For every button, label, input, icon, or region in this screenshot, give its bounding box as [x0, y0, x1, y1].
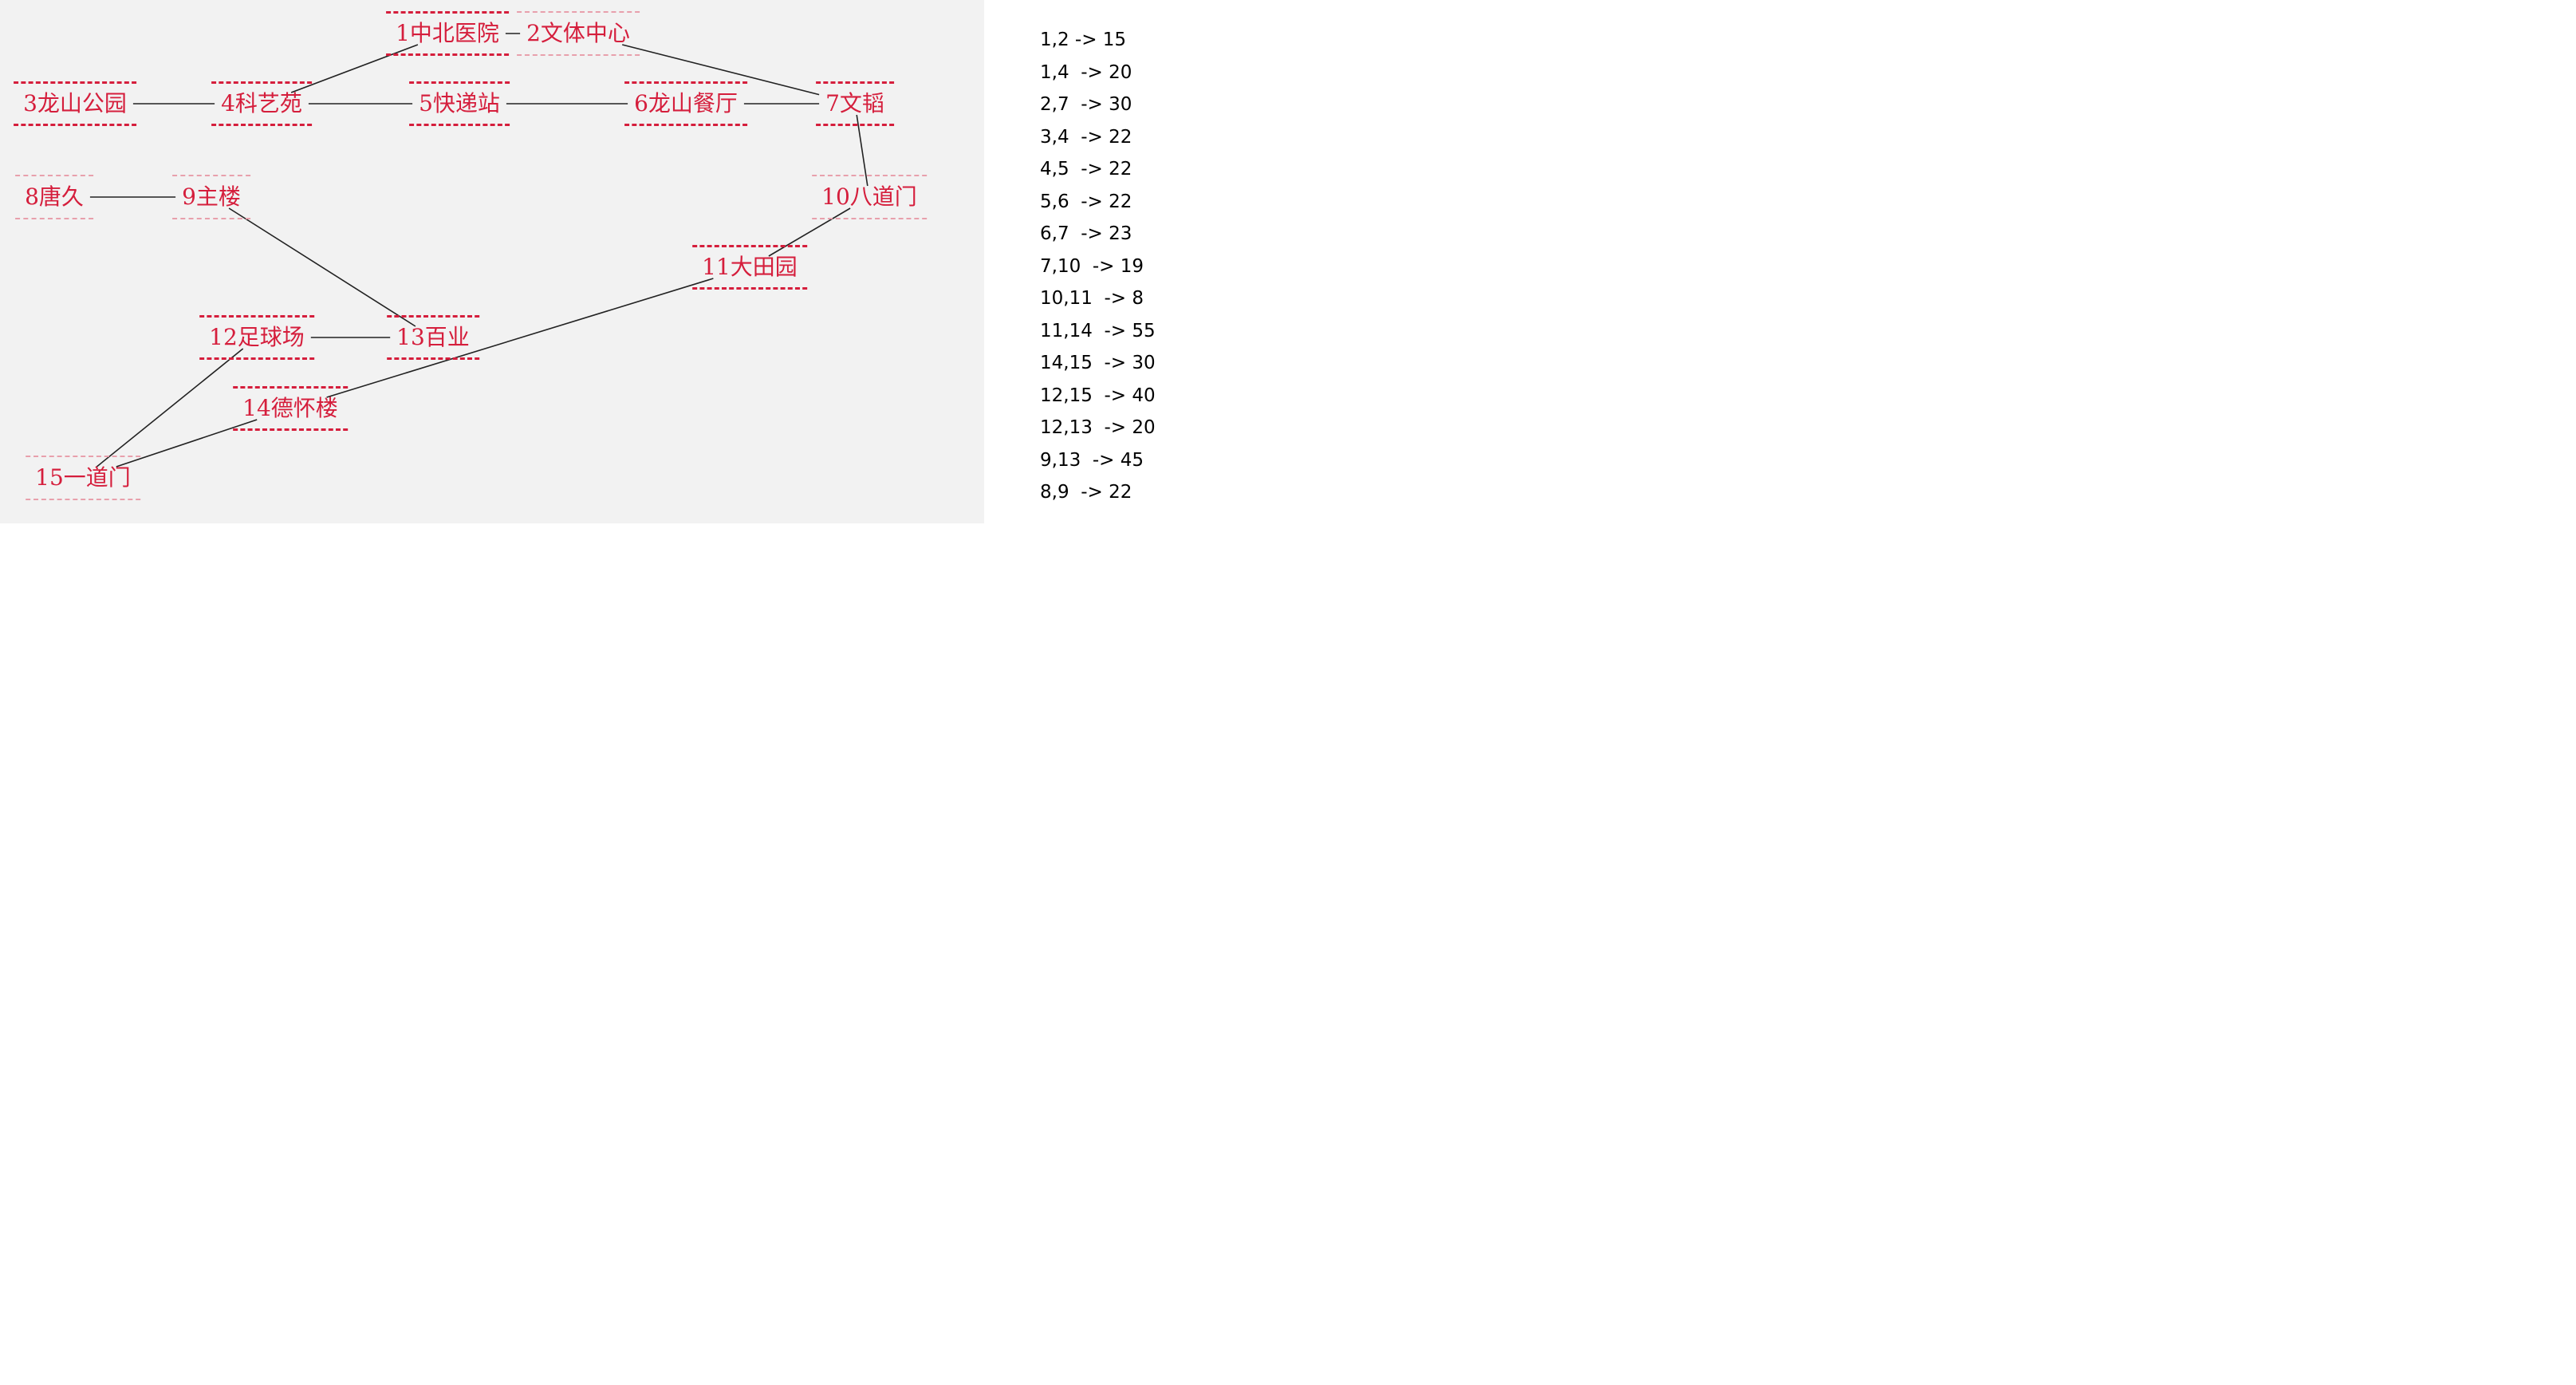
node-3[interactable]: 3龙山公园	[14, 81, 136, 126]
edge-weight-item: 3,4 -> 22	[1040, 126, 1132, 148]
campus-map-panel: 1中北医院 2文体中心 3龙山公园 4科艺苑 5快递站 6龙山餐厅 7文韬 8唐…	[0, 0, 984, 523]
node-15[interactable]: 15一道门	[26, 456, 140, 500]
edge-weight-item: 14,15 -> 30	[1040, 353, 1156, 373]
edge-weight-item: 6,7 -> 23	[1040, 223, 1132, 244]
edge-1-4	[290, 44, 419, 93]
node-8[interactable]: 8唐久	[15, 175, 93, 219]
edge-weight-item: 7,10 -> 19	[1040, 255, 1144, 277]
edge-14-15	[116, 419, 258, 468]
edge-9-13	[228, 207, 416, 327]
edge-7-10	[856, 114, 869, 187]
node-11[interactable]: 11大田园	[692, 245, 807, 290]
edge-weight-item: 10,11 -> 8	[1040, 288, 1144, 309]
node-14[interactable]: 14德怀楼	[233, 386, 348, 431]
node-6[interactable]: 6龙山餐厅	[624, 81, 747, 126]
edge-2-7	[622, 44, 820, 96]
node-4[interactable]: 4科艺苑	[211, 81, 312, 126]
edge-weight-item: 9,13 -> 45	[1040, 449, 1144, 471]
edge-weight-item: 12,13 -> 20	[1040, 417, 1156, 438]
edge-weight-item: 4,5 -> 22	[1040, 159, 1132, 180]
edge-weight-item: 1,2 -> 15	[1040, 30, 1127, 50]
edge-weight-list: 1,2 -> 15 1,4 -> 20 2,7 -> 30 3,4 -> 22 …	[1040, 24, 1156, 509]
node-5[interactable]: 5快递站	[409, 81, 510, 126]
edge-weight-item: 2,7 -> 30	[1040, 94, 1132, 115]
node-2[interactable]: 2文体中心	[517, 11, 640, 56]
edge-weight-item: 12,15 -> 40	[1040, 385, 1156, 406]
edge-10-11	[768, 207, 851, 257]
node-1[interactable]: 1中北医院	[386, 11, 509, 56]
edge-weight-item: 11,14 -> 55	[1040, 320, 1156, 341]
edge-12-15	[96, 348, 244, 468]
edge-layer	[89, 33, 869, 468]
node-12[interactable]: 12足球场	[199, 315, 314, 360]
node-9[interactable]: 9主楼	[172, 175, 250, 219]
node-7[interactable]: 7文韬	[816, 81, 894, 126]
edge-weight-item: 5,6 -> 22	[1040, 191, 1132, 212]
edge-weight-item: 1,4 -> 20	[1040, 61, 1132, 83]
node-10[interactable]: 10八道门	[812, 175, 927, 219]
edge-weight-item: 8,9 -> 22	[1040, 482, 1132, 503]
edge-11-14	[326, 278, 714, 398]
node-13[interactable]: 13百业	[387, 315, 479, 360]
